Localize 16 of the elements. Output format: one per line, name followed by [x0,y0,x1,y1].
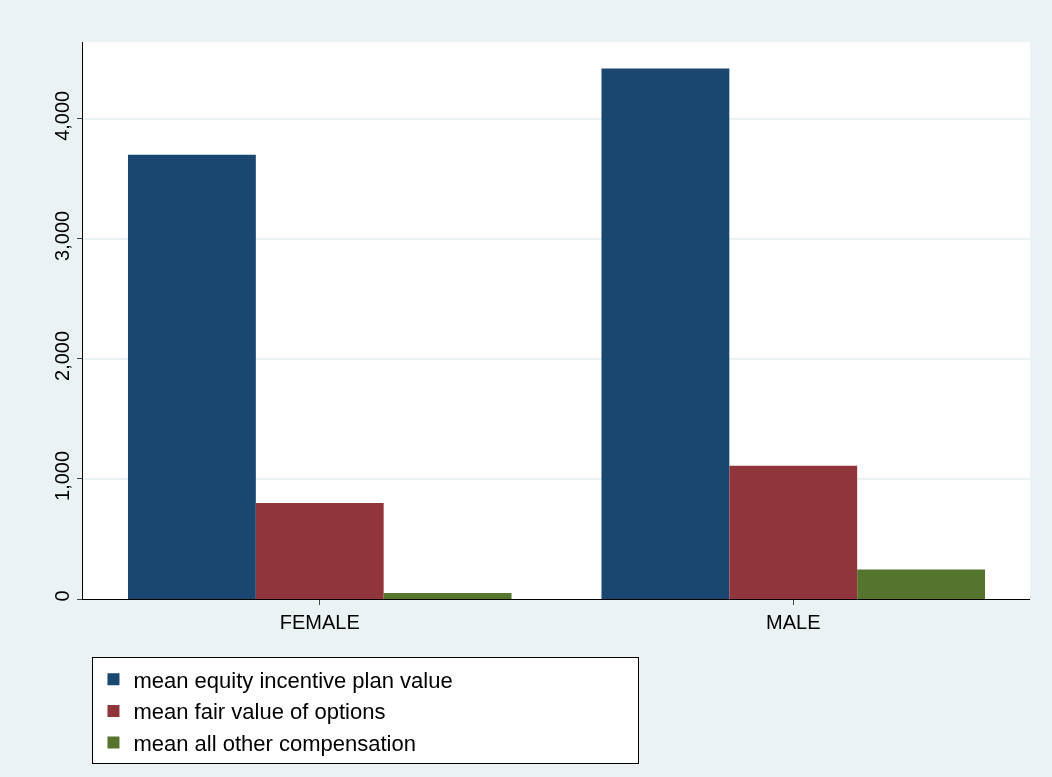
y-tick-label: 3,000 [51,210,73,261]
bar [383,593,512,599]
legend-label: mean all other compensation [133,731,416,757]
legend-label: mean fair value of options [133,699,386,725]
y-tick-label: 0 [51,590,73,602]
x-tick-label: MALE [766,611,821,633]
bar [857,569,986,599]
y-tick-label: 2,000 [51,330,73,381]
legend-label: mean equity incentive plan value [133,667,453,693]
bar [255,502,384,599]
y-tick-label: 4,000 [51,90,73,141]
x-tick-label: FEMALE [279,611,360,633]
bar [127,154,256,599]
y-tick-label: 1,000 [51,450,73,501]
bar [729,465,858,599]
bar [601,68,730,599]
